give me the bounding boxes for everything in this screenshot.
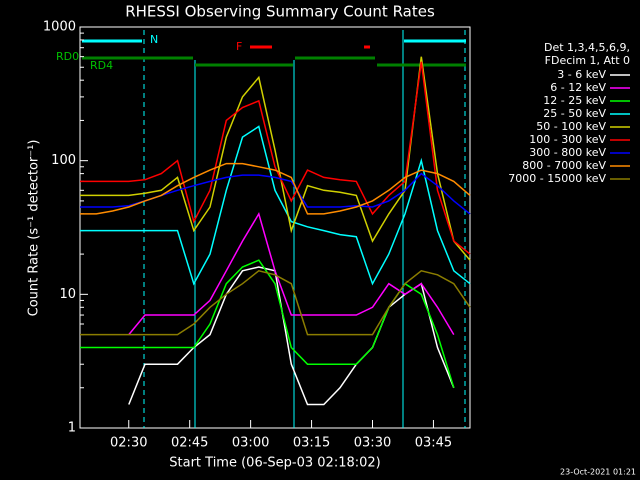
y-tick-label: 1 [68, 421, 76, 436]
y-axis-label: Count Rate (s⁻¹ detector⁻¹) [27, 140, 42, 317]
x-tick-label: 03:45 [415, 436, 452, 451]
legend-header: Det 1,3,4,5,6,9, [544, 41, 630, 54]
annotation: N [150, 33, 158, 46]
x-tick-label: 02:30 [110, 436, 147, 451]
plot-frame [79, 26, 471, 429]
legend-label: 6 - 12 keV [550, 81, 606, 94]
x-axis-label: Start Time (06-Sep-03 02:18:02) [169, 456, 380, 471]
series-line [80, 162, 471, 215]
y-tick-label: 100 [51, 153, 76, 168]
series-line [80, 56, 471, 261]
legend-label: 300 - 800 keV [529, 146, 606, 159]
x-tick-label: 02:45 [171, 436, 208, 451]
footer: 23-Oct-2021 01:21 [560, 468, 636, 477]
legend-label: 800 - 7000 keV [522, 159, 606, 172]
series-line [128, 266, 455, 406]
y-tick-label: 10 [59, 287, 76, 302]
legend-label: 3 - 6 keV [557, 68, 606, 81]
annotation: F [236, 40, 242, 53]
annotation: RD0 [56, 50, 79, 63]
legend-label: 100 - 300 keV [529, 133, 606, 146]
chart-title: RHESSI Observing Summary Count Rates [125, 3, 435, 21]
annotation: RD4 [90, 59, 113, 72]
series-line [80, 259, 455, 389]
y-tick-label: 1000 [43, 20, 76, 35]
series-line [80, 125, 471, 286]
x-tick-label: 03:00 [232, 436, 269, 451]
series-line [80, 269, 471, 336]
x-tick-label: 03:30 [354, 436, 391, 451]
legend-label: 25 - 50 keV [543, 107, 606, 120]
legend-header: FDecim 1, Att 0 [545, 54, 630, 67]
series-line [80, 61, 471, 255]
x-tick-label: 03:15 [293, 436, 330, 451]
legend-label: 50 - 100 keV [536, 120, 606, 133]
legend-label: 7000 - 15000 keV [508, 172, 606, 185]
legend-label: 12 - 25 keV [543, 94, 606, 107]
